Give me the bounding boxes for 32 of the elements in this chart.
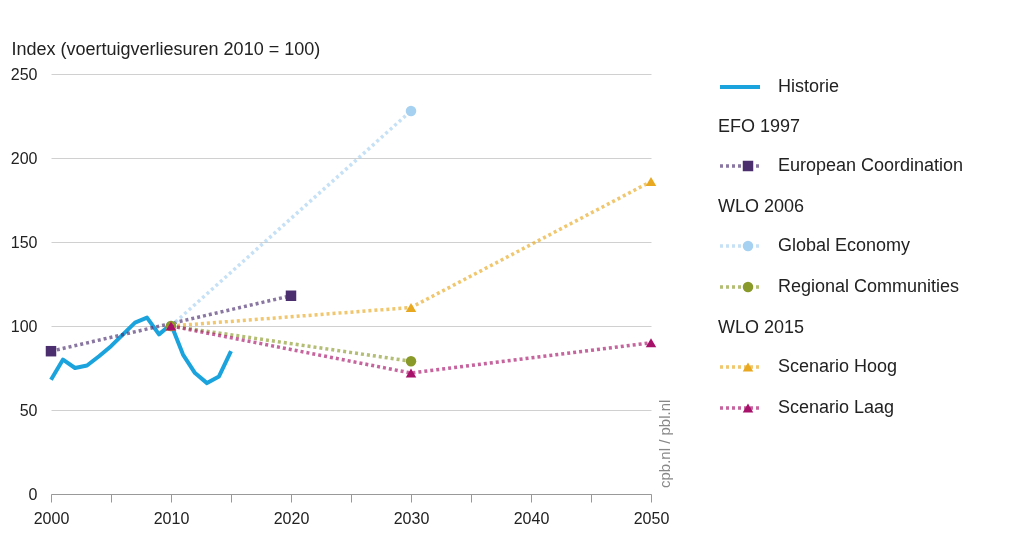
point	[285, 290, 297, 301]
point	[405, 105, 417, 117]
x-tick-label: 2020	[273, 509, 310, 527]
x-tick-label: 2030	[393, 509, 430, 527]
y-axis-title: Index (voertuigverliesuren 2010 = 100)	[11, 38, 321, 59]
y-tick-label: 150	[10, 233, 38, 251]
point	[405, 356, 417, 367]
line-series	[49, 315, 233, 386]
text: cpb.nl / pbl.nl	[656, 399, 673, 488]
legend-label: Scenario Hoog	[778, 356, 898, 376]
y-tick-label: 50	[19, 401, 38, 419]
point	[405, 368, 417, 378]
legend-label: Regional Communities	[778, 276, 960, 296]
x-tick-label: 2040	[513, 509, 550, 527]
legend-label: Global Economy	[778, 235, 911, 255]
point	[645, 176, 657, 187]
text: WLO 2006	[718, 196, 805, 216]
y-tick-label: 200	[10, 149, 38, 167]
text: WLO 2015	[718, 317, 805, 337]
x-tick-label: 2010	[153, 509, 190, 527]
x-tick-label: 2000	[33, 509, 70, 527]
point	[405, 302, 417, 313]
y-tick-label: 250	[10, 65, 38, 83]
legend-label: Historie	[778, 76, 840, 96]
text: EFO 1997	[718, 116, 801, 136]
legend-label: European Coordination	[778, 155, 964, 175]
legend-label: Scenario Laag	[778, 397, 895, 417]
y-tick-label: 100	[10, 317, 38, 335]
point	[645, 338, 657, 348]
y-tick-label: 0	[28, 485, 38, 503]
x-tick-label: 2050	[633, 509, 670, 527]
point	[45, 345, 57, 357]
